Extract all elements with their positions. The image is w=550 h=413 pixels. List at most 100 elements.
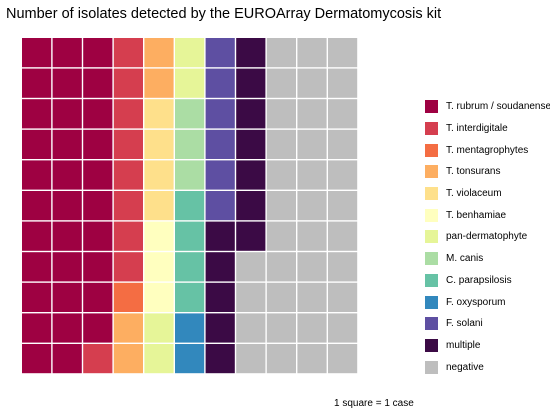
waffle-square [175,252,205,282]
waffle-square [266,68,296,98]
waffle-square [175,191,205,221]
waffle-square [113,99,143,129]
legend-swatch [425,360,438,374]
waffle-square [175,38,205,68]
waffle-square [22,313,52,343]
legend-item: F. oxysporum [425,291,550,313]
waffle-square [266,344,296,374]
legend-item: T. benhamiae [425,204,550,226]
waffle-square [52,38,82,68]
legend-label: T. interdigitale [446,123,508,135]
waffle-square [175,282,205,312]
waffle-square [236,160,266,190]
legend-item: T. tonsurans [425,161,550,183]
waffle-square [22,99,52,129]
waffle-square [328,344,358,374]
waffle-square [52,129,82,159]
waffle-square [297,313,327,343]
waffle-square [52,221,82,251]
waffle-square [175,160,205,190]
waffle-square [266,129,296,159]
waffle-square [328,160,358,190]
waffle-square [297,129,327,159]
legend-swatch [425,273,438,287]
waffle-square [144,191,174,221]
waffle-square [52,191,82,221]
waffle-square [328,191,358,221]
waffle-square [52,252,82,282]
legend-item: negative [425,356,550,378]
waffle-square [205,191,235,221]
waffle-square [83,344,113,374]
waffle-square [83,313,113,343]
waffle-square [328,282,358,312]
legend-swatch [425,252,438,266]
waffle-square [52,344,82,374]
waffle-square [144,344,174,374]
legend-swatch [425,165,438,179]
waffle-square [205,282,235,312]
waffle-square [175,221,205,251]
legend-item: T. mentagrophytes [425,139,550,161]
legend-label: T. mentagrophytes [446,144,529,156]
waffle-square [297,252,327,282]
waffle-square [297,160,327,190]
waffle-square [83,160,113,190]
legend-label: T. benhamiae [446,209,507,221]
waffle-square [297,344,327,374]
legend-item: T. violaceum [425,183,550,205]
waffle-square [144,68,174,98]
waffle-square [113,344,143,374]
waffle-square [328,221,358,251]
legend-label: T. tonsurans [446,166,501,178]
legend-swatch [425,338,438,352]
waffle-square [22,282,52,312]
waffle-square [113,282,143,312]
legend: T. rubrum / soudanense T. interdigitale T.… [425,96,550,378]
waffle-square [266,221,296,251]
waffle-square [205,38,235,68]
waffle-square [236,221,266,251]
waffle-square [52,313,82,343]
waffle-square [266,313,296,343]
waffle-square [144,99,174,129]
legend-swatch [425,208,438,222]
waffle-square [83,252,113,282]
legend-swatch [425,100,438,114]
legend-item: pan-dermatophyte [425,226,550,248]
waffle-square [144,282,174,312]
waffle-square [144,252,174,282]
waffle-square [113,313,143,343]
waffle-square [83,38,113,68]
legend-label: F. solani [446,318,483,330]
waffle-square [52,68,82,98]
waffle-square [175,313,205,343]
waffle-square [22,129,52,159]
waffle-square [22,344,52,374]
waffle-square [297,99,327,129]
waffle-square [236,68,266,98]
legend-item: T. interdigitale [425,118,550,140]
waffle-square [328,313,358,343]
waffle-square [22,191,52,221]
waffle-square [205,344,235,374]
legend-label: negative [446,361,484,373]
legend-swatch [425,317,438,331]
waffle-square [175,68,205,98]
legend-item: T. rubrum / soudanense [425,96,550,118]
waffle-square [113,129,143,159]
waffle-square [236,252,266,282]
waffle-square [297,191,327,221]
waffle-square [266,38,296,68]
waffle-square [113,38,143,68]
waffle-square [205,313,235,343]
waffle-square [144,313,174,343]
waffle-square [175,344,205,374]
waffle-square [236,344,266,374]
legend-item: F. solani [425,313,550,335]
waffle-square [83,282,113,312]
waffle-square [205,129,235,159]
waffle-square [297,221,327,251]
waffle-square [266,282,296,312]
